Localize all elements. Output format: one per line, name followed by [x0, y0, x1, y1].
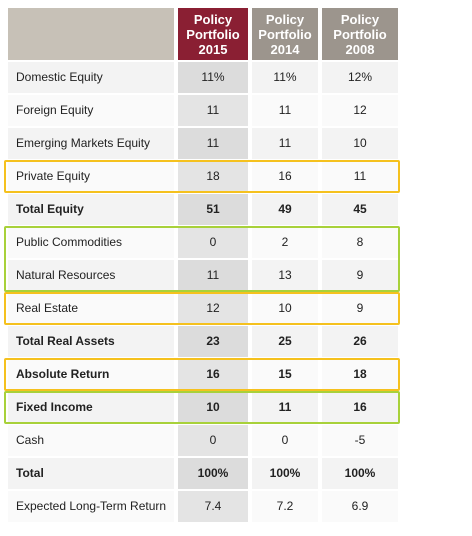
- cell-2014: 11: [252, 95, 318, 126]
- row-label: Natural Resources: [8, 260, 174, 291]
- table-row-total: Total Real Assets 23 25 26: [8, 326, 398, 357]
- cell-2014: 49: [252, 194, 318, 225]
- header-2015-line2: Portfolio: [186, 26, 240, 42]
- row-label: Public Commodities: [8, 227, 174, 258]
- highlight-private-equity: [4, 160, 400, 193]
- cell-2015: 16: [178, 359, 248, 390]
- header-2008-line2: Portfolio: [333, 26, 387, 42]
- cell-2008: 9: [322, 293, 398, 324]
- header-2014-line3: 2014: [270, 41, 300, 57]
- cell-2008: 26: [322, 326, 398, 357]
- table-row: Absolute Return 16 15 18: [8, 359, 398, 390]
- table-row: Natural Resources 11 13 9: [8, 260, 398, 291]
- cell-2008: 12: [322, 95, 398, 126]
- cell-2008: 6.9: [322, 491, 398, 522]
- cell-2014: 25: [252, 326, 318, 357]
- header-2008-line1: Policy: [340, 11, 380, 27]
- cell-2015: 11%: [178, 62, 248, 93]
- table-row: Fixed Income 10 11 16: [8, 392, 398, 423]
- cell-2014: 10: [252, 293, 318, 324]
- row-label: Fixed Income: [8, 392, 174, 423]
- highlight-commodities-resources: [4, 226, 400, 292]
- header-policy-2014: Policy Portfolio 2014: [252, 8, 318, 60]
- cell-2015: 23: [178, 326, 248, 357]
- cell-2014: 13: [252, 260, 318, 291]
- row-label: Cash: [8, 425, 174, 456]
- header-policy-2008: Policy Portfolio 2008: [322, 8, 398, 60]
- cell-2015: 0: [178, 425, 248, 456]
- cell-2014: 100%: [252, 458, 318, 489]
- table-row: Cash 0 0 -5: [8, 425, 398, 456]
- cell-2014: 0: [252, 425, 318, 456]
- header-2014-line1: Policy: [265, 11, 305, 27]
- row-label: Domestic Equity: [8, 62, 174, 93]
- cell-2008: 45: [322, 194, 398, 225]
- cell-2015: 11: [178, 95, 248, 126]
- table-row-total: Total Equity 51 49 45: [8, 194, 398, 225]
- cell-2014: 7.2: [252, 491, 318, 522]
- cell-2008: -5: [322, 425, 398, 456]
- header-2008-line3: 2008: [345, 41, 375, 57]
- row-label: Private Equity: [8, 161, 174, 192]
- cell-2008: 9: [322, 260, 398, 291]
- cell-2015: 11: [178, 260, 248, 291]
- cell-2014: 2: [252, 227, 318, 258]
- cell-2008: 16: [322, 392, 398, 423]
- cell-2014: 11: [252, 392, 318, 423]
- cell-2014: 16: [252, 161, 318, 192]
- cell-2014: 11: [252, 128, 318, 159]
- cell-2008: 11: [322, 161, 398, 192]
- row-label: Emerging Markets Equity: [8, 128, 174, 159]
- cell-2015: 100%: [178, 458, 248, 489]
- table-row: Expected Long-Term Return 7.4 7.2 6.9: [8, 491, 398, 522]
- cell-2008: 100%: [322, 458, 398, 489]
- cell-2015: 11: [178, 128, 248, 159]
- cell-2015: 0: [178, 227, 248, 258]
- table-row: Foreign Equity 11 11 12: [8, 95, 398, 126]
- cell-2015: 51: [178, 194, 248, 225]
- cell-2015: 7.4: [178, 491, 248, 522]
- cell-2008: 8: [322, 227, 398, 258]
- table-row: Real Estate 12 10 9: [8, 293, 398, 324]
- cell-2014: 15: [252, 359, 318, 390]
- cell-2008: 10: [322, 128, 398, 159]
- cell-2014: 11%: [252, 62, 318, 93]
- row-label: Total Real Assets: [8, 326, 174, 357]
- table-row-total: Total 100% 100% 100%: [8, 458, 398, 489]
- table-row: Domestic Equity 11% 11% 12%: [8, 62, 398, 93]
- row-label: Total Equity: [8, 194, 174, 225]
- header-policy-2015: Policy Portfolio 2015: [178, 8, 248, 60]
- table-row: Private Equity 18 16 11: [8, 161, 398, 192]
- table-row: Emerging Markets Equity 11 11 10: [8, 128, 398, 159]
- cell-2008: 18: [322, 359, 398, 390]
- row-label: Real Estate: [8, 293, 174, 324]
- header-2015-line3: 2015: [198, 41, 228, 57]
- header-label-cell: [8, 8, 174, 60]
- cell-2015: 10: [178, 392, 248, 423]
- row-label: Absolute Return: [8, 359, 174, 390]
- cell-2008: 12%: [322, 62, 398, 93]
- table-row: Public Commodities 0 2 8: [8, 227, 398, 258]
- row-label: Expected Long-Term Return: [8, 491, 174, 522]
- header-2014-line2: Portfolio: [258, 26, 312, 42]
- highlight-absolute-return: [4, 358, 400, 391]
- row-label: Total: [8, 458, 174, 489]
- cell-2015: 18: [178, 161, 248, 192]
- row-label: Foreign Equity: [8, 95, 174, 126]
- cell-2015: 12: [178, 293, 248, 324]
- header-2015-line1: Policy: [193, 11, 233, 27]
- highlight-real-estate: [4, 292, 400, 325]
- highlight-fixed-income: [4, 391, 400, 424]
